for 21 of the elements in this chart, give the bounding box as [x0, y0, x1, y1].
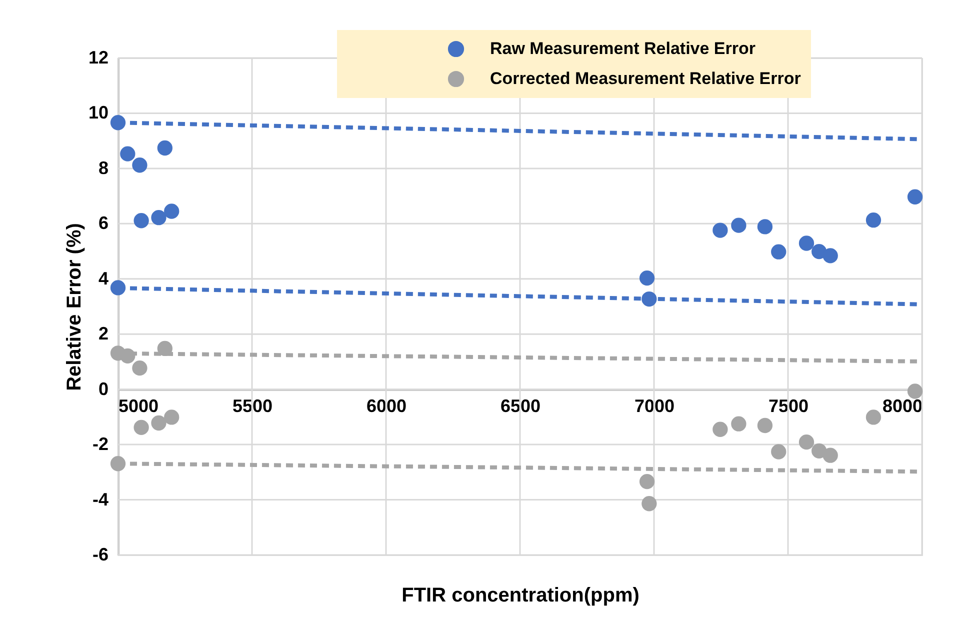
y-tick-label: 0	[98, 378, 108, 399]
y-tick-label: -4	[92, 489, 108, 510]
x-tick-label: 5000	[118, 396, 159, 416]
y-tick-label: 6	[98, 213, 108, 234]
x-tick-label: 8000	[882, 396, 922, 416]
x-axis-title: FTIR concentration(ppm)	[402, 584, 640, 606]
y-tick-label: -2	[92, 434, 108, 454]
x-tick-label: 7500	[768, 396, 809, 416]
x-tick-label: 7000	[634, 396, 675, 416]
y-axis-title: Relative Error (%)	[63, 223, 86, 391]
y-tick-label: 2	[98, 324, 108, 344]
y-tick-label: 12	[88, 48, 108, 68]
y-tick-label: -6	[92, 544, 108, 564]
x-tick-label: 6500	[500, 396, 541, 416]
legend-label: Corrected Measurement Relative Error	[490, 69, 802, 88]
y-tick-label: 4	[98, 268, 108, 288]
x-tick-label: 6000	[366, 396, 407, 416]
x-tick-label: 5500	[232, 396, 273, 416]
y-tick-label: 10	[88, 102, 108, 123]
legend-label: Raw Measurement Relative Error	[490, 39, 756, 58]
y-tick-label: 8	[98, 158, 108, 178]
